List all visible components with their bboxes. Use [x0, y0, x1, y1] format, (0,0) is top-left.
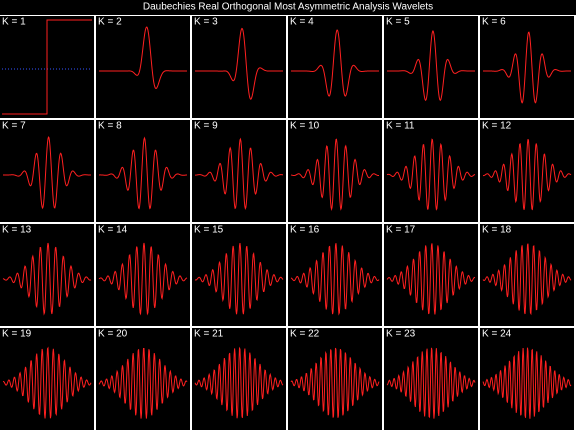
- panel: [192, 120, 286, 222]
- panel: [384, 224, 478, 326]
- panel-label: K = 11: [386, 121, 415, 132]
- panel: [384, 120, 478, 222]
- panel-label: K = 1: [2, 17, 26, 28]
- panel: [96, 120, 190, 222]
- wavelet-curve: [98, 242, 188, 316]
- panel-label: K = 17: [386, 225, 416, 236]
- panel-label: K = 3: [194, 17, 218, 28]
- wavelet-curve: [290, 243, 380, 316]
- wavelet-curve: [2, 242, 92, 316]
- wavelet-curve: [290, 138, 380, 212]
- panel-label: K = 16: [290, 225, 320, 236]
- panel-label: K = 24: [482, 329, 512, 340]
- panel: [384, 16, 478, 118]
- wavelet-curve: [386, 347, 476, 419]
- panel: [192, 16, 286, 118]
- wavelet-curve: [194, 346, 284, 419]
- panel: [96, 16, 190, 118]
- panel: [288, 16, 382, 118]
- panel: [288, 224, 382, 326]
- wavelet-curve: [2, 346, 92, 419]
- panel-label: K = 15: [194, 225, 224, 236]
- wavelet-curve: [386, 138, 476, 211]
- panel: [96, 224, 190, 326]
- wavelet-curve: [98, 136, 188, 210]
- panel-label: K = 23: [386, 329, 416, 340]
- panel-label: K = 6: [482, 17, 506, 28]
- wavelet-curve: [386, 243, 476, 315]
- panel-label: K = 22: [290, 329, 320, 340]
- panel-label: K = 7: [2, 121, 26, 132]
- title-band: [0, 0, 576, 15]
- wavelet-curve: [99, 26, 187, 89]
- wavelet-curve: [482, 243, 572, 316]
- wavelet-curve: [98, 347, 188, 419]
- panel: [0, 224, 94, 326]
- panel-label: K = 20: [98, 329, 128, 340]
- panel-label: K = 2: [98, 17, 122, 28]
- wavelet-curve: [482, 138, 572, 211]
- wavelet-curve: [386, 30, 476, 102]
- wavelet-curve: [290, 29, 380, 97]
- panel-label: K = 9: [194, 121, 218, 132]
- panel-label: K = 10: [290, 121, 320, 132]
- wavelet-curve: [2, 19, 92, 115]
- panel-label: K = 19: [2, 329, 32, 340]
- panel: [288, 120, 382, 222]
- panel-label: K = 21: [194, 329, 224, 340]
- wavelet-curve: [194, 137, 284, 210]
- wavelet-curve: [195, 27, 284, 100]
- panel-label: K = 5: [386, 17, 410, 28]
- wavelet-curve: [2, 136, 92, 210]
- wavelet-curve: [194, 242, 284, 315]
- panel: [0, 120, 94, 222]
- wavelet-curve: [290, 347, 380, 418]
- panel-label: K = 12: [482, 121, 512, 132]
- panel-label: K = 8: [98, 121, 122, 132]
- wavelet-curve: [482, 347, 572, 419]
- wavelet-curve: [482, 31, 572, 104]
- figure-title: Daubechies Real Orthogonal Most Asymmetr…: [143, 2, 433, 13]
- panel-label: K = 14: [98, 225, 128, 236]
- panel-label: K = 18: [482, 225, 512, 236]
- panel-label: K = 13: [2, 225, 32, 236]
- panel: [96, 328, 190, 430]
- panel-label: K = 4: [290, 17, 314, 28]
- panel: [480, 224, 574, 326]
- panel: [192, 224, 286, 326]
- panel: [480, 16, 574, 118]
